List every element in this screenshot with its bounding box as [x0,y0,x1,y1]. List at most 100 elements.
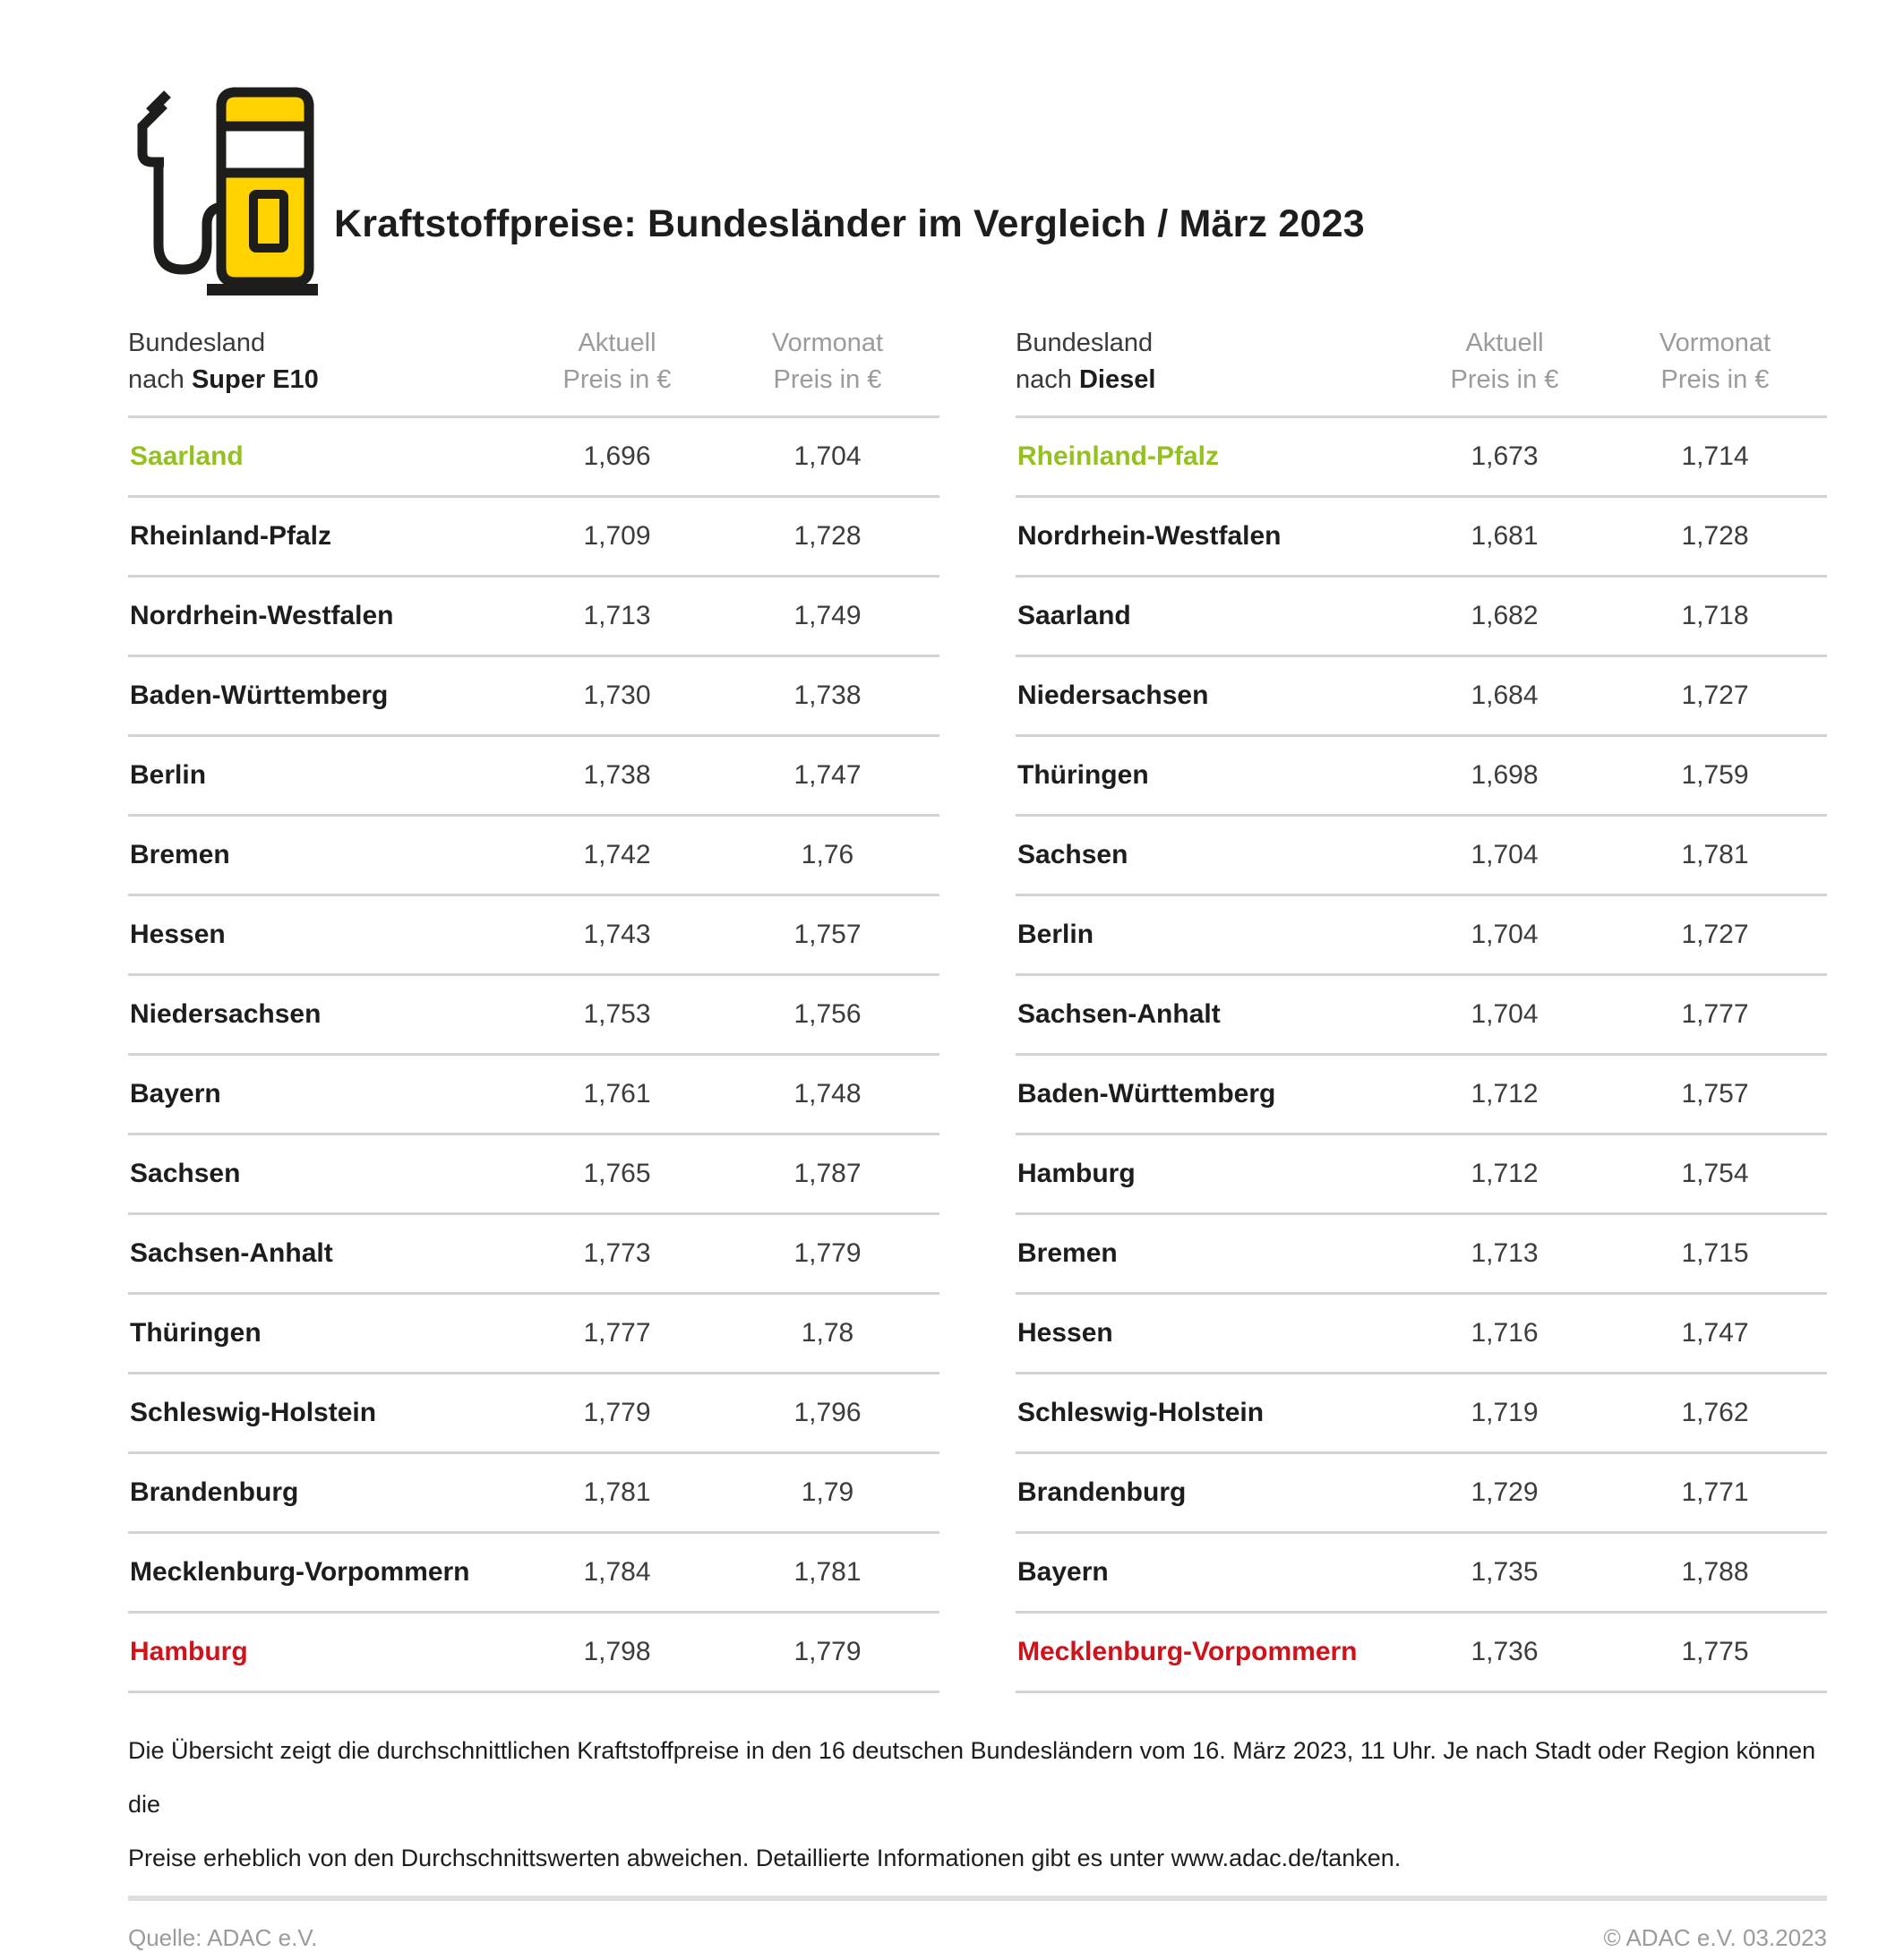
price-vormonat: 1,781 [793,1557,862,1588]
price-vormonat: 1,727 [1681,920,1749,950]
fuel-pump-icon [137,87,318,295]
state-name: Thüringen [130,1318,262,1348]
price-vormonat: 1,775 [1681,1637,1749,1667]
column-header-bundesland: Bundesland nach Diesel [1016,329,1156,394]
price-aktuell: 1,777 [583,1318,651,1348]
state-name: Hamburg [130,1637,248,1667]
price-vormonat: 1,771 [1681,1477,1749,1508]
price-aktuell: 1,684 [1471,681,1539,711]
state-name: Berlin [130,760,207,791]
state-name: Sachsen [130,1159,241,1189]
price-vormonat: 1,79 [801,1477,854,1508]
state-name: Baden-Württemberg [1017,1079,1276,1109]
price-vormonat: 1,749 [793,601,862,631]
price-aktuell: 1,712 [1471,1079,1539,1109]
table-row: Berlin 1,704 1,727 [1016,896,1827,977]
state-name: Nordrhein-Westfalen [130,601,394,631]
price-aktuell: 1,738 [583,760,651,791]
state-name: Sachsen [1017,840,1128,870]
state-name: Sachsen-Anhalt [130,1238,333,1269]
state-name: Niedersachsen [130,999,322,1030]
table-row: Schleswig-Holstein 1,719 1,762 [1016,1374,1827,1455]
price-vormonat: 1,76 [801,840,854,870]
table-row: Nordrhein-Westfalen 1,713 1,749 [128,578,939,658]
price-vormonat: 1,715 [1681,1238,1749,1269]
table-row: Thüringen 1,777 1,78 [128,1295,939,1375]
price-vormonat: 1,787 [793,1159,862,1189]
price-aktuell: 1,704 [1471,920,1539,950]
price-aktuell: 1,773 [583,1238,651,1269]
price-aktuell: 1,765 [583,1159,651,1189]
table-row: Thüringen 1,698 1,759 [1016,737,1827,818]
table-row: Saarland 1,682 1,718 [1016,578,1827,658]
price-aktuell: 1,713 [583,601,651,631]
price-aktuell: 1,743 [583,920,651,950]
table-row: Rheinland-Pfalz 1,673 1,714 [1016,418,1827,499]
state-name: Bayern [1017,1557,1109,1588]
table-super-e10: Bundesland nach Super E10 Aktuell Preis … [128,325,939,1694]
state-name: Brandenburg [1017,1477,1187,1508]
price-aktuell: 1,735 [1471,1557,1539,1588]
price-aktuell: 1,673 [1471,441,1539,472]
table-row: Niedersachsen 1,753 1,756 [128,976,939,1057]
column-header-vormonat: Vormonat Preis in € [1659,329,1771,394]
state-name: Bremen [1017,1238,1118,1269]
price-vormonat: 1,78 [801,1318,854,1348]
state-name: Saarland [130,441,244,472]
table-header: Bundesland nach Diesel Aktuell Preis in … [1016,325,1827,419]
table-row: Hessen 1,716 1,747 [1016,1295,1827,1375]
tables-grid: Bundesland nach Super E10 Aktuell Preis … [128,325,1827,1694]
table-row: Baden-Württemberg 1,730 1,738 [128,657,939,738]
price-aktuell: 1,704 [1471,840,1539,870]
price-aktuell: 1,719 [1471,1398,1539,1428]
table-row: Rheinland-Pfalz 1,709 1,728 [128,498,939,578]
price-aktuell: 1,736 [1471,1637,1539,1667]
price-vormonat: 1,788 [1681,1557,1749,1588]
table-row: Sachsen-Anhalt 1,704 1,777 [1016,976,1827,1057]
table-row: Berlin 1,738 1,747 [128,737,939,818]
infographic-page: Kraftstoffpreise: Bundesländer im Vergle… [128,85,1827,1951]
table-row: Bremen 1,742 1,76 [128,817,939,897]
table-row: Brandenburg 1,781 1,79 [128,1454,939,1535]
price-aktuell: 1,696 [583,441,651,472]
table-row: Mecklenburg-Vorpommern 1,736 1,775 [1016,1614,1827,1694]
table-row: Mecklenburg-Vorpommern 1,784 1,781 [128,1534,939,1614]
table-row: Niedersachsen 1,684 1,727 [1016,657,1827,738]
table-row: Baden-Württemberg 1,712 1,757 [1016,1056,1827,1136]
price-vormonat: 1,714 [1681,441,1749,472]
price-vormonat: 1,779 [793,1238,862,1269]
price-aktuell: 1,784 [583,1557,651,1588]
table-row: Brandenburg 1,729 1,771 [1016,1454,1827,1535]
price-aktuell: 1,753 [583,999,651,1030]
price-vormonat: 1,759 [1681,760,1749,791]
price-vormonat: 1,756 [793,999,862,1030]
state-name: Rheinland-Pfalz [130,521,332,552]
price-aktuell: 1,712 [1471,1159,1539,1189]
price-aktuell: 1,742 [583,840,651,870]
state-name: Bayern [130,1079,221,1109]
price-vormonat: 1,747 [1681,1318,1749,1348]
price-aktuell: 1,682 [1471,601,1539,631]
column-header-aktuell: Aktuell Preis in € [562,329,672,394]
state-name: Thüringen [1017,760,1149,791]
price-aktuell: 1,709 [583,521,651,552]
price-vormonat: 1,748 [793,1079,862,1109]
table-row: Saarland 1,696 1,704 [128,418,939,499]
header: Kraftstoffpreise: Bundesländer im Vergle… [128,85,1827,298]
table-row: Nordrhein-Westfalen 1,681 1,728 [1016,498,1827,578]
state-name: Hessen [130,920,226,950]
table-row: Bremen 1,713 1,715 [1016,1215,1827,1296]
price-aktuell: 1,681 [1471,521,1539,552]
column-header-bundesland: Bundesland nach Super E10 [128,329,319,394]
price-aktuell: 1,716 [1471,1318,1539,1348]
page-title: Kraftstoffpreise: Bundesländer im Vergle… [334,202,1365,245]
price-vormonat: 1,757 [793,920,862,950]
price-aktuell: 1,761 [583,1079,651,1109]
fuel-type-label: Diesel [1078,364,1156,394]
price-vormonat: 1,757 [1681,1079,1749,1109]
column-header-aktuell: Aktuell Preis in € [1450,329,1559,394]
table-row: Bayern 1,735 1,788 [1016,1534,1827,1614]
footnote-line: Preise erheblich von den Durchschnittswe… [128,1845,1402,1872]
footnote: Die Übersicht zeigt die durchschnittlich… [128,1724,1827,1885]
table-row: Sachsen 1,765 1,787 [128,1135,939,1216]
